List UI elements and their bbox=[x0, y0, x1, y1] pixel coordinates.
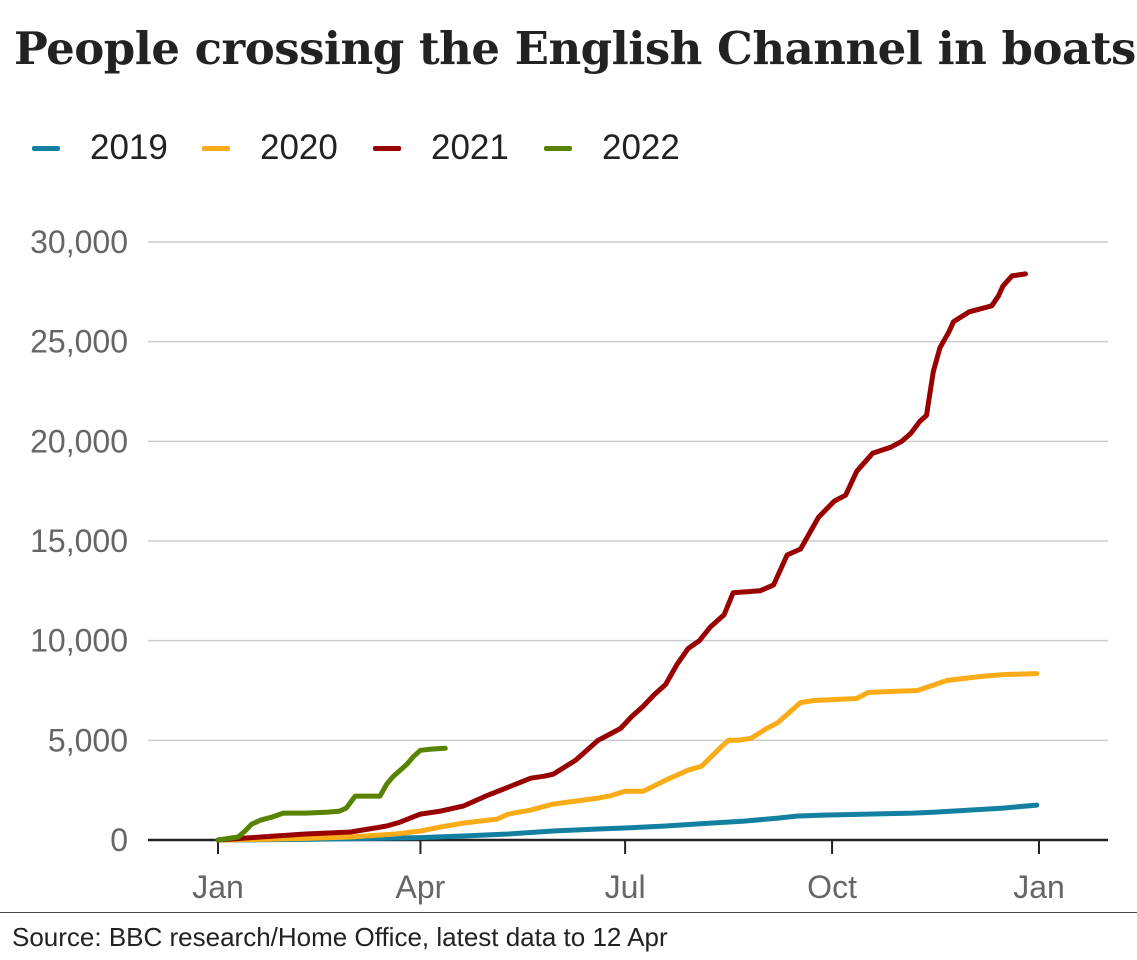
legend-item-2022: 2022 bbox=[544, 126, 680, 170]
legend-swatch-2019 bbox=[32, 145, 60, 151]
footer-divider bbox=[0, 912, 1137, 913]
y-tick-label: 20,000 bbox=[30, 423, 128, 459]
x-tick-label: Oct bbox=[807, 869, 857, 905]
x-tick-label: Jan bbox=[1013, 869, 1065, 905]
legend-swatch-2020 bbox=[202, 145, 230, 151]
legend-swatch-2021 bbox=[373, 145, 401, 151]
legend-label-2022: 2022 bbox=[602, 128, 680, 167]
y-tick-label: 0 bbox=[110, 822, 128, 858]
series-line-2021 bbox=[215, 271, 1028, 843]
legend-swatch-2022 bbox=[544, 145, 572, 151]
chart-title: People crossing the English Channel in b… bbox=[14, 22, 1136, 75]
y-tick-label: 30,000 bbox=[30, 224, 128, 260]
x-tick-label: Jul bbox=[605, 869, 646, 905]
legend-item-2020: 2020 bbox=[202, 126, 338, 170]
legend-label-2020: 2020 bbox=[260, 128, 338, 167]
y-tick-label: 25,000 bbox=[30, 324, 128, 360]
x-tick-label: Apr bbox=[396, 869, 446, 905]
legend-label-2021: 2021 bbox=[431, 128, 509, 167]
series-line-2022 bbox=[215, 745, 448, 843]
y-tick-label: 5,000 bbox=[48, 722, 128, 758]
legend-item-2019: 2019 bbox=[32, 126, 168, 170]
series-line-2020 bbox=[215, 671, 1040, 843]
source-note: Source: BBC research/Home Office, latest… bbox=[12, 922, 668, 952]
legend-item-2021: 2021 bbox=[373, 126, 509, 170]
y-tick-label: 10,000 bbox=[30, 623, 128, 659]
legend-label-2019: 2019 bbox=[90, 128, 168, 167]
series-line-2019 bbox=[215, 802, 1040, 843]
x-tick-label: Jan bbox=[192, 869, 244, 905]
y-tick-label: 15,000 bbox=[30, 523, 128, 559]
